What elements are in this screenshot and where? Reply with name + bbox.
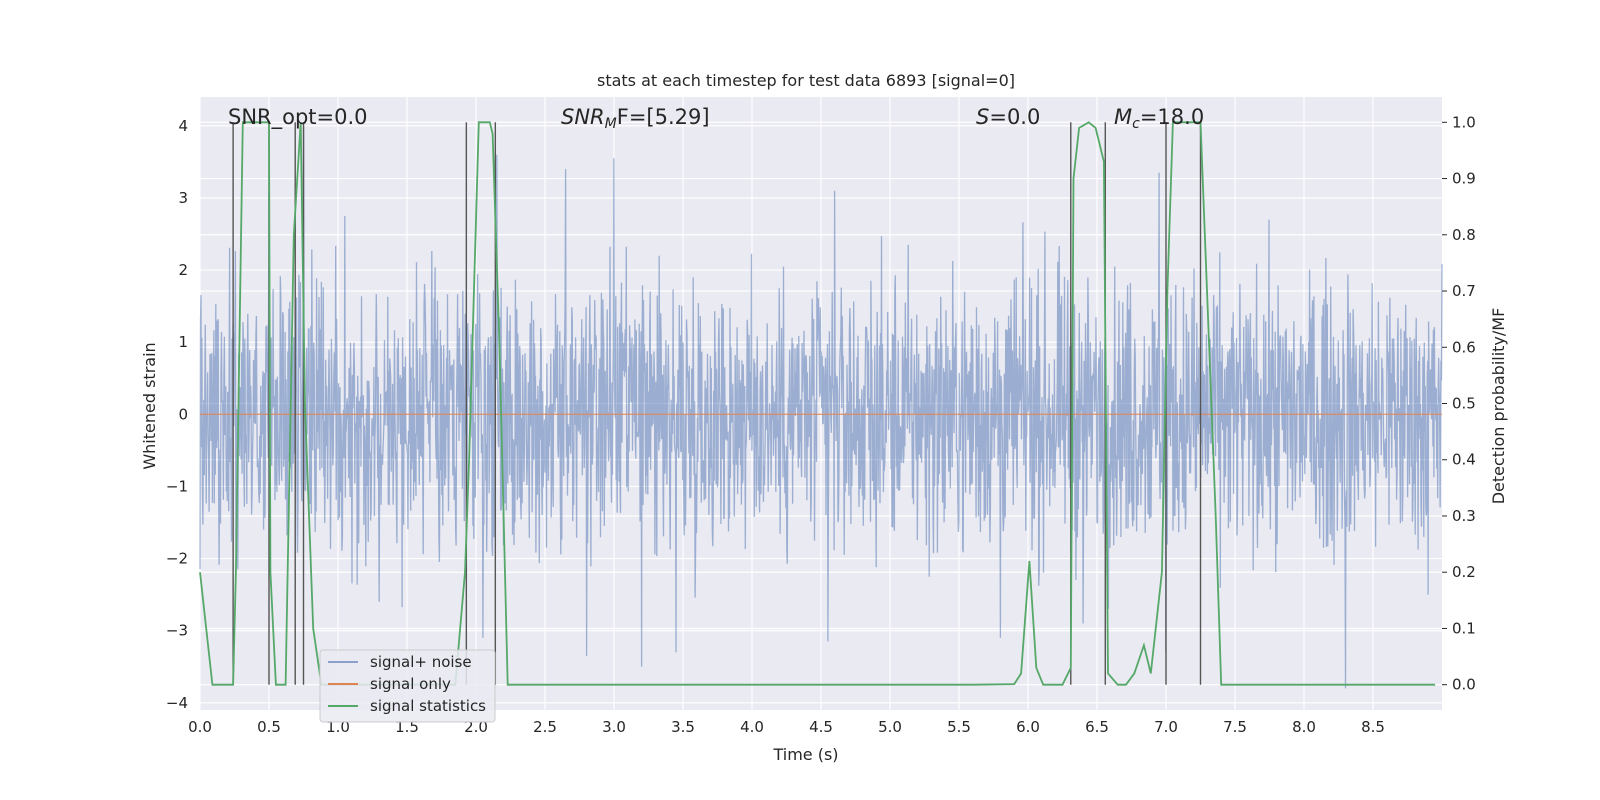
x-tick-label: 4.5 — [809, 718, 833, 736]
annotation-snr-mf-subscript: M — [605, 116, 617, 132]
annotation-s: S=0.0 — [976, 105, 1040, 129]
annotation-s-value: =0.0 — [989, 105, 1040, 129]
legend-label-signal: signal only — [370, 675, 451, 693]
y-tick-label: −1 — [166, 477, 188, 495]
x-tick-label: 7.5 — [1223, 718, 1247, 736]
annotation-mc-value: =18.0 — [1140, 105, 1204, 129]
y2-tick-label: 0.7 — [1452, 282, 1476, 300]
y2-tick-label: 1.0 — [1452, 113, 1476, 131]
x-tick-label: 6.5 — [1085, 718, 1109, 736]
chart-title: stats at each timestep for test data 689… — [597, 71, 1015, 90]
y-axis-label: Whitened strain — [140, 342, 159, 469]
x-tick-label: 4.0 — [740, 718, 764, 736]
annotation-mc-symbol: M — [1114, 105, 1132, 129]
x-tick-label: 2.5 — [533, 718, 557, 736]
x-tick-label: 0.0 — [188, 718, 212, 736]
y-tick-label: −4 — [166, 694, 188, 712]
y2-tick-label: 0.6 — [1452, 338, 1476, 356]
legend-box — [319, 649, 496, 723]
annotation-s-symbol: S — [976, 105, 989, 129]
x-tick-label: 5.5 — [947, 718, 971, 736]
annotation-snr-mf-value: F=[5.29] — [617, 105, 710, 129]
y-tick-label: 0 — [178, 405, 188, 423]
annotation-mc-subscript: c — [1132, 116, 1140, 132]
annotation-snr-opt: SNR_opt=0.0 — [228, 105, 368, 130]
annotation-snr-mf: SNRMF=[5.29] — [561, 105, 710, 132]
x-tick-label: 6.0 — [1016, 718, 1040, 736]
signal-statistics-line — [199, 121, 1436, 686]
x-axis-label: Time (s) — [772, 745, 838, 764]
y2-tick-label: 0.1 — [1452, 619, 1476, 637]
y2-tick-label: 0.5 — [1452, 395, 1476, 413]
x-tick-label: 0.5 — [257, 718, 281, 736]
y2-axis-ticks: 1.0 0.9 0.8 0.7 0.6 0.5 0.4 0.3 0.2 0.1 0.0 — [1442, 113, 1476, 694]
x-tick-label: 5.0 — [878, 718, 902, 736]
legend: signal+ noise signal only signal statist… — [319, 649, 496, 723]
y2-tick-label: 0.8 — [1452, 226, 1476, 244]
y2-tick-label: 0.3 — [1452, 507, 1476, 525]
x-tick-label: 7.0 — [1154, 718, 1178, 736]
y-tick-label: 1 — [178, 333, 188, 351]
y2-tick-label: 0.9 — [1452, 170, 1476, 188]
y2-tick-label: 0.2 — [1452, 563, 1476, 581]
signal-statistics-series — [199, 121, 1436, 686]
legend-label-stats: signal statistics — [370, 697, 486, 715]
y-tick-label: −3 — [166, 622, 188, 640]
y2-axis-label: Detection probability/MF — [1489, 308, 1508, 505]
y-axis-ticks: 4 3 2 1 0 −1 −2 −3 −4 — [166, 117, 188, 712]
signal-noise-series — [199, 125, 1443, 689]
annotation-mc: Mc=18.0 — [1114, 105, 1204, 132]
y2-tick-label: 0.0 — [1452, 676, 1476, 694]
x-tick-label: 3.0 — [602, 718, 626, 736]
annotation-snr-mf-symbol: SNR — [561, 105, 605, 129]
y2-tick-label: 0.4 — [1452, 451, 1476, 469]
x-tick-label: 8.5 — [1361, 718, 1385, 736]
y-tick-label: 2 — [178, 261, 188, 279]
x-tick-label: 8.0 — [1292, 718, 1316, 736]
x-tick-label: 3.5 — [671, 718, 695, 736]
signal-noise-line — [199, 125, 1443, 689]
y-tick-label: −2 — [166, 550, 188, 568]
y-tick-label: 4 — [178, 117, 188, 135]
y-tick-label: 3 — [178, 189, 188, 207]
legend-label-noise: signal+ noise — [370, 653, 472, 671]
